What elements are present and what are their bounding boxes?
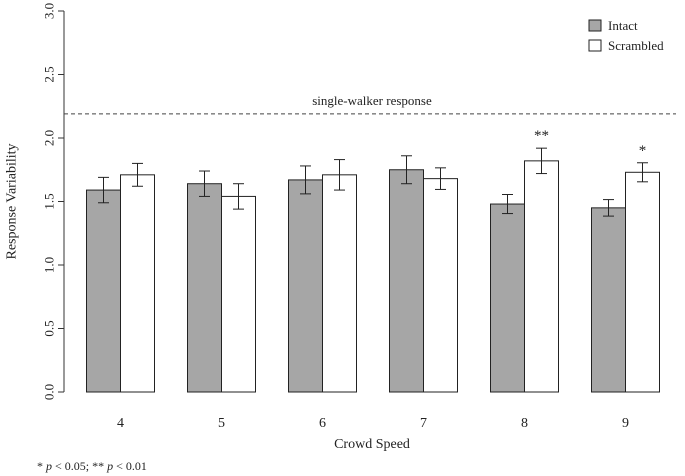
bar-scrambled-6 — [322, 174, 357, 393]
y-tick-label: 2.0 — [42, 130, 57, 146]
bar-intact-5 — [187, 183, 222, 393]
legend-swatch-intact — [588, 19, 602, 32]
y-tick-label: 2.5 — [42, 66, 57, 82]
x-tick-label: 4 — [117, 416, 124, 431]
y-tick-label: 1.5 — [42, 193, 57, 209]
bar-intact-4 — [86, 189, 121, 393]
x-tick-label: 7 — [420, 416, 427, 431]
legend-label-intact: Intact — [608, 18, 638, 33]
bar-scrambled-7 — [423, 178, 458, 393]
footnote-p1-symbol: p — [46, 459, 52, 473]
y-tick-label: 1.0 — [42, 257, 57, 273]
bar-intact-6 — [288, 179, 323, 393]
bar-intact-7 — [389, 169, 424, 393]
bar-scrambled-9 — [625, 171, 660, 393]
legend-swatch-scrambled — [588, 39, 602, 52]
footnote-p2-text: < 0.01 — [113, 459, 147, 473]
footnote-p2-symbol: p — [107, 459, 114, 473]
significance-marker: * — [639, 143, 647, 159]
x-tick-label: 5 — [218, 416, 225, 431]
x-tick-label: 8 — [521, 416, 528, 431]
bar-intact-8 — [490, 203, 525, 393]
footnote-p1-mark: * — [37, 459, 46, 473]
y-tick-label: 0.0 — [42, 384, 57, 400]
footnote-p1-text: < 0.05; ** — [52, 459, 108, 473]
y-axis-title: Response Variability — [5, 143, 20, 259]
legend-label-scrambled: Scrambled — [608, 38, 664, 53]
significance-marker: ** — [534, 128, 549, 144]
bar-scrambled-8 — [524, 160, 559, 393]
plot-area: 0.0 0.5 1.0 1.5 2.0 2.5 3.0 Response Variabilit… — [5, 3, 676, 452]
bar-scrambled-4 — [120, 174, 155, 393]
x-axis-title: Crowd Speed — [334, 437, 410, 452]
x-tick-label: 9 — [622, 416, 629, 431]
y-tick-label: 0.5 — [42, 320, 57, 336]
significance-footnote: * p < 0.05; ** p < 0.01 — [37, 459, 147, 474]
reference-line-label: single-walker response — [312, 93, 432, 108]
y-tick-label: 3.0 — [42, 3, 57, 19]
bar-intact-9 — [591, 207, 626, 393]
bar-scrambled-5 — [221, 195, 256, 393]
x-tick-label: 6 — [319, 416, 326, 431]
